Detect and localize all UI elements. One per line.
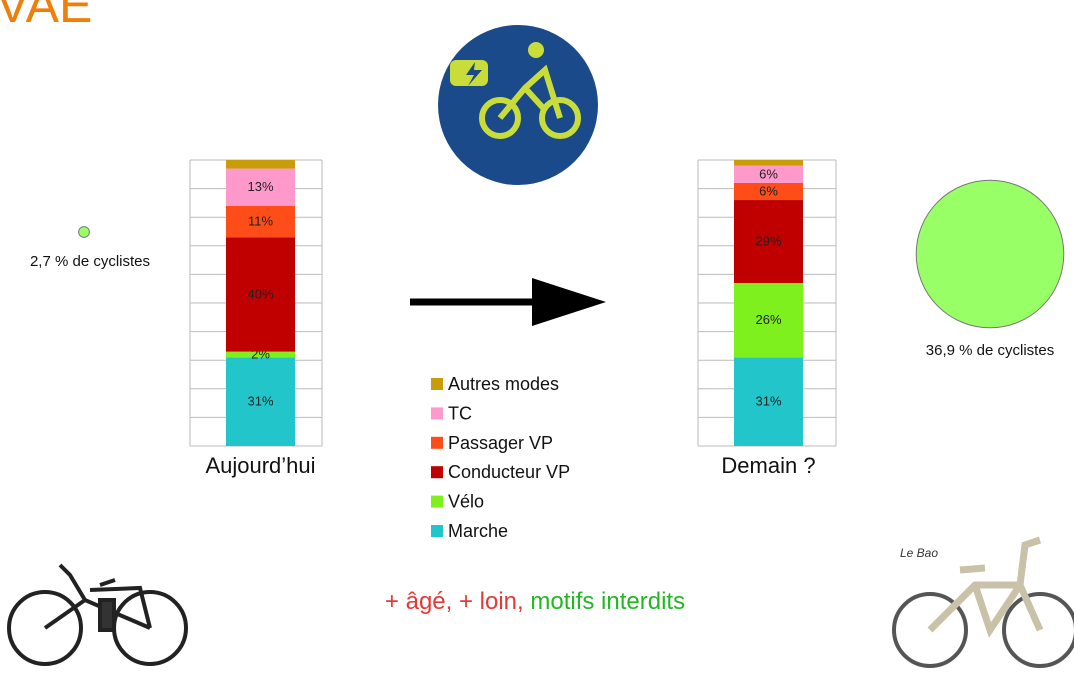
bar-segment <box>734 200 803 283</box>
data-label: 26% <box>755 312 781 327</box>
category-label: Aujourd’hui <box>205 453 315 478</box>
slide-title: VAE <box>0 0 92 33</box>
data-label: 29% <box>755 234 781 249</box>
legend-swatch <box>431 525 443 537</box>
legend-swatch <box>431 407 443 420</box>
bubble-label: 36,9 % de cyclistes <box>926 342 1054 359</box>
data-label: 31% <box>755 394 781 409</box>
category-label: Demain ? <box>721 453 815 478</box>
bubble-label: 2,7 % de cyclistes <box>30 253 150 270</box>
bar-segment <box>226 357 295 446</box>
svg-text:Le Bao: Le Bao <box>900 546 938 560</box>
legend-swatch <box>431 466 443 479</box>
legend-label: TC <box>448 403 472 423</box>
legend-label: Passager VP <box>448 433 553 453</box>
data-label: 40% <box>247 286 273 301</box>
legend-label: Marche <box>448 521 508 541</box>
bubble <box>915 179 1065 329</box>
legend-label: Conducteur VP <box>448 462 570 482</box>
ebike-logo <box>438 25 598 185</box>
bar-segment <box>734 282 803 358</box>
bar-segment <box>226 168 295 206</box>
bar-segment <box>226 237 295 352</box>
legend-label: Vélo <box>448 492 484 512</box>
bar-segment <box>226 160 295 169</box>
bar-segment <box>734 160 803 166</box>
legend-label: Autres modes <box>448 374 559 394</box>
bubble <box>78 226 90 238</box>
bike-left <box>7 563 188 666</box>
data-label: 6% <box>759 166 778 181</box>
bar-segment <box>734 182 803 201</box>
bar-segment <box>734 357 803 446</box>
legend-swatch <box>431 378 443 390</box>
caption-part: + âgé, + loin, <box>385 588 524 615</box>
bar-segment <box>226 351 295 358</box>
data-label: 13% <box>247 179 273 194</box>
data-label: 31% <box>247 394 273 409</box>
caption-part: motifs interdits <box>530 588 685 615</box>
caption: + âgé, + loin, motifs interdits <box>385 588 685 615</box>
data-label: 11% <box>248 213 273 228</box>
arrow <box>410 278 606 326</box>
data-label: 6% <box>759 183 778 198</box>
legend-swatch <box>431 436 443 449</box>
legend-swatch <box>431 495 443 508</box>
bike-right: Le Bao <box>892 536 1074 668</box>
bar-segment <box>734 165 803 183</box>
bar-segment <box>226 205 295 238</box>
